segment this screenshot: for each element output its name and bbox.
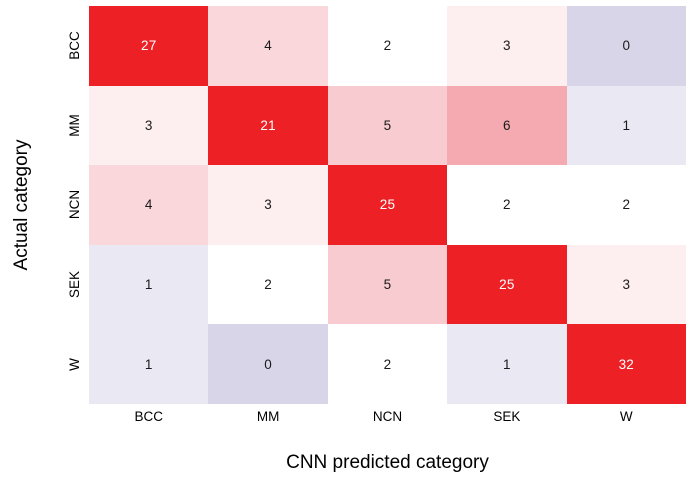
y-tick-SEK: SEK (67, 271, 83, 299)
heatmap-grid: 27 4 2 3 0 3 21 5 6 1 4 3 25 2 2 1 2 5 25 3 1 0 2 1 32 (89, 6, 686, 404)
x-axis-title: CNN predicted category (286, 452, 489, 473)
y-axis-tick-labels: BCC MM NCN SEK W (60, 6, 88, 404)
heatmap-cell-NCN-NCN: 25 (327, 165, 448, 245)
heatmap-cell-MM-BCC: 3 (89, 85, 209, 166)
y-tick-W: W (67, 357, 83, 371)
heatmap-cell-BCC-SEK: 3 (447, 6, 567, 86)
heatmap-cell-MM-MM: 21 (208, 85, 328, 166)
heatmap-cell-W-SEK: 1 (447, 324, 567, 404)
heatmap-cell-MM-SEK: 6 (447, 85, 567, 166)
x-tick-BCC: BCC (134, 409, 163, 424)
x-tick-SEK: SEK (493, 409, 521, 424)
y-tick-MM: MM (67, 114, 83, 137)
heatmap-cell-SEK-MM: 2 (208, 244, 328, 325)
heatmap-cell-SEK-W: 3 (566, 244, 686, 325)
heatmap-cell-W-W: 32 (566, 324, 686, 404)
heatmap-cell-BCC-MM: 4 (208, 6, 328, 86)
x-tick-NCN: NCN (372, 409, 403, 424)
heatmap-cell-SEK-SEK: 25 (447, 244, 567, 325)
y-tick-NCN: NCN (67, 190, 83, 220)
heatmap-cell-BCC-NCN: 2 (327, 6, 448, 86)
x-tick-W: W (619, 409, 633, 424)
y-tick-BCC: BCC (67, 31, 83, 61)
heatmap-cell-MM-NCN: 5 (327, 85, 448, 166)
heatmap-cell-MM-W: 1 (566, 85, 686, 166)
heatmap-cell-BCC-W: 0 (566, 6, 686, 86)
heatmap-cell-W-BCC: 1 (89, 324, 209, 404)
heatmap-cell-NCN-BCC: 4 (89, 165, 209, 245)
heatmap-cell-SEK-BCC: 1 (89, 244, 209, 325)
heatmap-cell-NCN-W: 2 (566, 165, 686, 245)
y-axis-title: Actual category (11, 139, 32, 271)
heatmap-cell-NCN-MM: 3 (208, 165, 328, 245)
heatmap-cell-BCC-BCC: 27 (89, 6, 209, 86)
heatmap-cell-SEK-NCN: 5 (327, 244, 448, 325)
x-tick-MM: MM (256, 409, 280, 424)
heatmap-cell-W-MM: 0 (208, 324, 328, 404)
heatmap-cell-W-NCN: 2 (327, 324, 448, 404)
heatmap-cell-NCN-SEK: 2 (447, 165, 567, 245)
x-axis-tick-labels: BCC MM NCN SEK W (89, 409, 686, 424)
